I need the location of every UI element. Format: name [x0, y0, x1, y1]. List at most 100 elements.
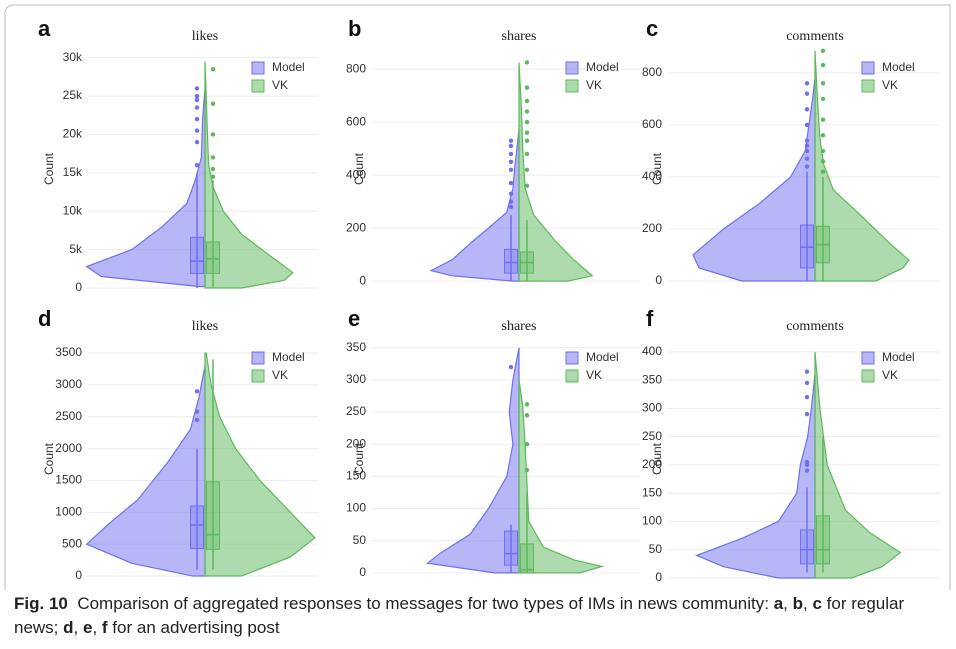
panel-label: a: [38, 16, 51, 41]
outlier: [210, 132, 216, 137]
chart-title: comments: [786, 29, 844, 44]
panel-label: d: [38, 306, 51, 331]
chart-title: shares: [502, 29, 537, 44]
outlier: [804, 122, 810, 128]
y-tick-label: 20k: [63, 127, 83, 141]
outlier: [804, 156, 810, 161]
box: [190, 505, 204, 550]
y-axis-label: Count: [352, 442, 366, 475]
outlier: [194, 97, 200, 103]
frame: [4, 4, 951, 590]
caption-ref: b: [792, 594, 804, 613]
box: [520, 543, 534, 574]
y-tick-label: 25k: [63, 88, 83, 102]
y-tick-label: 100: [642, 514, 662, 528]
y-tick-label: 300: [346, 372, 366, 386]
outlier: [804, 107, 810, 112]
caption-text: for an advertising post: [107, 618, 280, 637]
outlier: [194, 128, 200, 133]
outlier: [210, 174, 216, 179]
legend-swatch: [251, 351, 265, 365]
outlier: [820, 169, 826, 174]
y-tick-label: 30k: [63, 50, 83, 64]
violin: [204, 61, 294, 289]
outlier: [524, 151, 530, 157]
outlier: [804, 411, 810, 417]
y-tick-label: 800: [346, 61, 366, 75]
outlier: [820, 81, 826, 86]
caption: Fig. 10 Comparison of aggregated respons…: [14, 592, 944, 640]
violin: [814, 50, 910, 282]
outlier: [524, 413, 530, 418]
y-tick-label: 300: [642, 401, 662, 415]
legend-label: VK: [882, 78, 898, 92]
panel-label: f: [646, 306, 654, 331]
outlier: [804, 380, 810, 386]
box: [206, 241, 220, 274]
y-tick-label: 2500: [55, 409, 82, 423]
caption-text: ,: [92, 618, 102, 637]
outlier: [524, 60, 530, 65]
legend-label: VK: [272, 368, 288, 382]
violin: [695, 374, 816, 579]
violin: [85, 88, 206, 288]
outlier: [210, 155, 216, 160]
y-tick-label: 400: [346, 167, 366, 181]
y-tick-label: 3000: [55, 377, 82, 391]
box: [816, 515, 830, 565]
outlier: [524, 442, 530, 447]
outlier: [210, 101, 216, 106]
outlier: [820, 148, 826, 154]
box: [504, 530, 518, 566]
y-tick-label: 0: [75, 568, 82, 582]
legend-label: Model: [882, 60, 915, 74]
legend-swatch: [565, 61, 579, 75]
y-tick-label: 15k: [63, 165, 83, 179]
violin: [692, 78, 816, 282]
outlier: [194, 389, 200, 394]
outlier: [508, 199, 514, 204]
panel-label: e: [348, 306, 360, 331]
legend-swatch: [565, 79, 579, 93]
outlier: [508, 159, 514, 165]
y-axis-label: Count: [42, 152, 56, 185]
violin: [814, 351, 902, 579]
legend-label: VK: [586, 368, 602, 382]
outlier: [508, 167, 514, 172]
legend-label: Model: [882, 350, 915, 364]
outlier: [210, 66, 216, 72]
y-tick-label: 0: [359, 273, 366, 287]
legend-swatch: [565, 351, 579, 365]
legend-swatch: [251, 61, 265, 75]
violin: [518, 62, 594, 282]
outlier: [820, 62, 826, 68]
y-tick-label: 1000: [55, 504, 82, 518]
outlier: [508, 204, 514, 210]
violin: [426, 347, 520, 574]
y-tick-label: 0: [655, 570, 662, 584]
outlier: [194, 116, 200, 122]
outlier: [804, 459, 810, 465]
legend-label: Model: [272, 350, 305, 364]
outlier: [508, 143, 514, 149]
outlier: [508, 151, 514, 157]
outlier: [524, 98, 530, 104]
outlier: [524, 85, 530, 90]
y-tick-label: 0: [75, 280, 82, 294]
y-axis-label: Count: [650, 442, 664, 475]
outlier: [508, 191, 514, 196]
outlier: [508, 364, 514, 370]
y-tick-label: 800: [642, 65, 662, 79]
caption-ref: a: [773, 594, 784, 613]
outlier: [804, 143, 810, 148]
outlier: [820, 96, 826, 102]
y-axis-label: Count: [42, 442, 56, 475]
outlier: [194, 93, 200, 99]
y-tick-label: 1500: [55, 473, 82, 487]
y-tick-label: 0: [655, 273, 662, 287]
y-axis-label: Count: [352, 152, 366, 185]
box: [800, 529, 814, 565]
caption-ref: f: [101, 618, 108, 637]
caption-ref: e: [82, 618, 93, 637]
y-tick-label: 200: [346, 436, 366, 450]
